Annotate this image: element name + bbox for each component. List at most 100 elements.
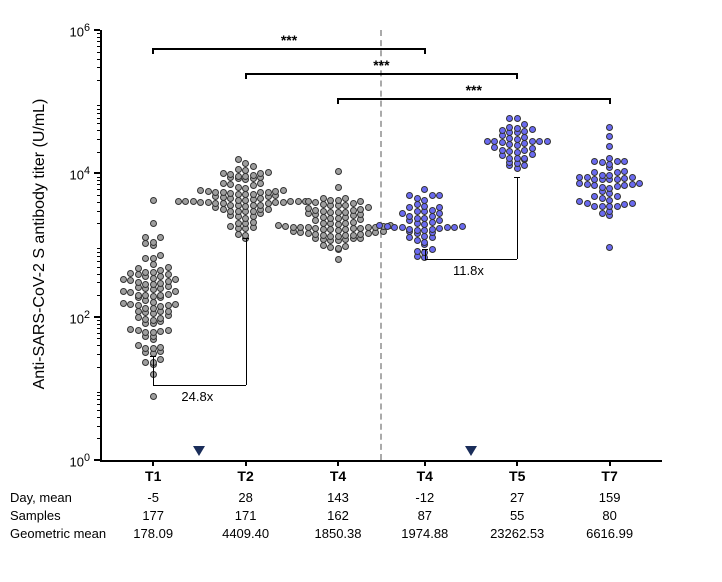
y-minor-tick <box>97 189 100 190</box>
data-point <box>357 206 364 213</box>
y-tick-mark <box>94 316 100 318</box>
data-point <box>335 168 342 175</box>
data-point <box>399 210 406 217</box>
data-point <box>614 176 621 183</box>
summary-cell: 143 <box>298 490 378 505</box>
data-point <box>165 264 172 271</box>
vaccination-marker-icon <box>193 446 205 456</box>
data-point <box>220 200 227 207</box>
data-point <box>335 221 342 228</box>
data-point <box>290 224 297 231</box>
y-minor-tick <box>97 52 100 53</box>
data-point <box>335 209 342 216</box>
data-point <box>629 174 636 181</box>
data-point <box>165 291 172 298</box>
data-point <box>150 269 157 276</box>
data-point <box>451 224 458 231</box>
data-point <box>150 293 157 300</box>
data-point <box>621 168 628 175</box>
data-point <box>295 198 302 205</box>
data-point <box>350 225 357 232</box>
data-point <box>242 215 249 222</box>
x-tick-label: T7 <box>585 468 635 484</box>
y-tick-label: 104 <box>60 165 90 182</box>
data-point <box>235 197 242 204</box>
data-point <box>529 145 536 152</box>
data-point <box>265 200 272 207</box>
data-point <box>235 166 242 173</box>
data-point <box>342 209 349 216</box>
data-point <box>175 198 182 205</box>
data-point <box>197 199 204 206</box>
data-point <box>142 345 149 352</box>
y-minor-tick <box>97 417 100 418</box>
data-point <box>135 292 142 299</box>
y-minor-tick <box>97 295 100 296</box>
data-point <box>521 155 528 162</box>
data-point <box>312 225 319 232</box>
data-point <box>280 199 287 206</box>
y-minor-tick <box>97 410 100 411</box>
data-point <box>127 277 134 284</box>
data-point <box>227 223 234 230</box>
data-point <box>250 182 257 189</box>
y-minor-tick <box>97 80 100 81</box>
data-point <box>327 244 334 251</box>
data-point <box>165 302 172 309</box>
data-point <box>599 195 606 202</box>
significance-bar <box>153 48 425 50</box>
y-tick-mark <box>94 459 100 461</box>
y-minor-tick <box>97 177 100 178</box>
data-point <box>327 233 334 240</box>
data-point <box>514 136 521 143</box>
data-point <box>142 359 149 366</box>
data-point <box>250 191 257 198</box>
fold-bracket-cap <box>243 238 249 239</box>
data-point <box>220 189 227 196</box>
data-point <box>591 169 598 176</box>
y-minor-tick <box>97 130 100 131</box>
y-minor-tick <box>97 109 100 110</box>
data-point <box>335 245 342 252</box>
data-point <box>312 207 319 214</box>
data-point <box>335 197 342 204</box>
x-tick-label: T4 <box>313 468 363 484</box>
data-point <box>606 185 613 192</box>
y-minor-tick <box>97 354 100 355</box>
x-tick-label: T1 <box>128 468 178 484</box>
data-point <box>414 215 421 222</box>
y-minor-tick <box>97 180 100 181</box>
y-minor-tick <box>97 139 100 140</box>
data-point <box>365 224 372 231</box>
summary-row-header: Day, mean <box>10 490 120 505</box>
y-minor-tick <box>97 248 100 249</box>
data-point <box>190 198 197 205</box>
data-point <box>365 230 372 237</box>
data-point <box>335 233 342 240</box>
data-point <box>591 203 598 210</box>
vaccination-marker-icon <box>465 446 477 456</box>
y-minor-tick <box>97 223 100 224</box>
data-point <box>150 299 157 306</box>
significance-label: *** <box>269 32 309 48</box>
data-point <box>150 317 157 324</box>
data-point <box>150 197 157 204</box>
y-minor-tick <box>97 113 100 114</box>
y-minor-tick <box>97 395 100 396</box>
data-point <box>514 125 521 132</box>
data-point <box>312 199 319 206</box>
x-tick-mark <box>152 460 154 466</box>
y-minor-tick <box>97 426 100 427</box>
data-point <box>327 209 334 216</box>
data-point <box>150 329 157 336</box>
data-point <box>172 276 179 283</box>
x-tick-mark <box>245 460 247 466</box>
group-divider-line <box>380 30 382 460</box>
data-point <box>414 208 421 215</box>
data-point <box>350 207 357 214</box>
data-point <box>150 393 157 400</box>
summary-cell: 23262.53 <box>477 526 557 541</box>
data-point <box>275 222 282 229</box>
data-point <box>514 142 521 149</box>
y-minor-tick <box>97 438 100 439</box>
